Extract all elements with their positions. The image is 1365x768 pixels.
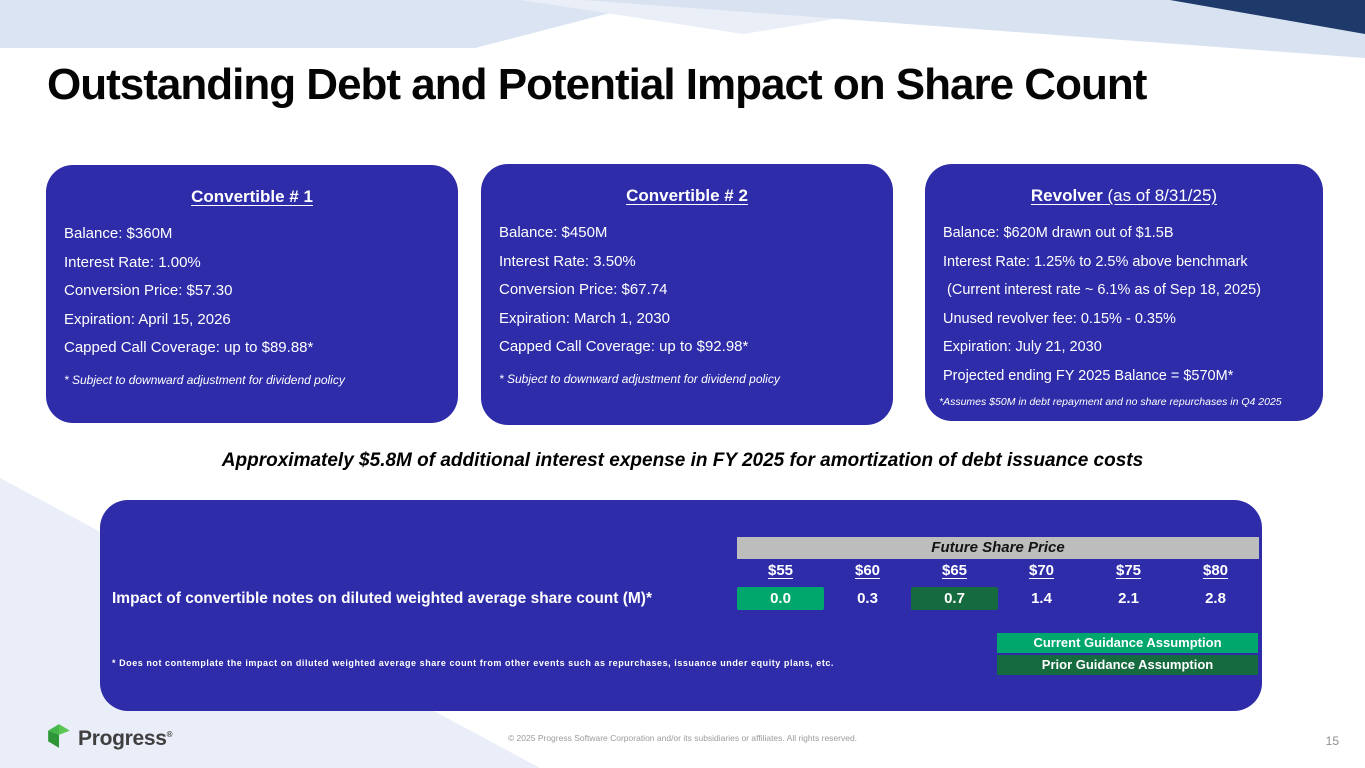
convertible-1-footnote: * Subject to downward adjustment for div…: [64, 372, 345, 387]
copyright-text: © 2025 Progress Software Corporation and…: [507, 733, 858, 743]
share-price-column-headers: $55 $60 $65 $70 $75 $80: [737, 562, 1259, 579]
impact-value-cell: 0.3: [857, 590, 878, 607]
impact-row-label: Impact of convertible notes on diluted w…: [112, 590, 653, 607]
detail-line: Interest Rate: 1.25% to 2.5% above bench…: [943, 253, 1248, 270]
column-header-80: $80: [1202, 562, 1229, 579]
detail-line: Capped Call Coverage: up to $92.98*: [499, 338, 749, 355]
share-impact-panel: Future Share Price $55 $60 $65 $70 $75 $…: [100, 500, 1262, 711]
impact-value-cell: 1.4: [1031, 590, 1052, 607]
convertible-2-footnote: * Subject to downward adjustment for div…: [499, 371, 780, 386]
card-title-text: Convertible # 1: [191, 187, 313, 206]
progress-logo-text: Progress®: [78, 726, 173, 750]
impact-value-cell: 2.1: [1118, 590, 1139, 607]
revolver-details: Balance: $620M drawn out of $1.5B Intere…: [925, 219, 1323, 390]
detail-line: Projected ending FY 2025 Balance = $570M…: [943, 367, 1234, 384]
detail-line: Conversion Price: $67.74: [499, 281, 668, 298]
progress-logo-icon: [46, 723, 72, 754]
impact-value-cell: 2.8: [1205, 590, 1226, 607]
column-header-70: $70: [1028, 562, 1055, 579]
column-header-65: $65: [941, 562, 968, 579]
detail-line: Unused revolver fee: 0.15% - 0.35%: [943, 310, 1176, 327]
convertible-2-title: Convertible # 2: [481, 186, 893, 206]
detail-line: Expiration: July 21, 2030: [943, 339, 1102, 355]
revolver-footnote: *Assumes $50M in debt repayment and no s…: [939, 396, 1282, 408]
registered-mark: ®: [166, 729, 173, 739]
revolver-title: Revolver (as of 8/31/25): [925, 186, 1323, 206]
detail-line: Balance: $360M: [64, 225, 173, 242]
card-title-suffix: (as of 8/31/25): [1102, 186, 1218, 205]
detail-line: Balance: $620M drawn out of $1.5B: [943, 225, 1174, 241]
revolver-card: Revolver (as of 8/31/25) Balance: $620M …: [925, 164, 1323, 421]
detail-line: Expiration: March 1, 2030: [499, 309, 670, 327]
card-title-text: Revolver: [1030, 186, 1103, 205]
impact-value-cell-current: 0.0: [737, 587, 824, 610]
detail-line: Conversion Price: $57.30: [64, 282, 233, 299]
convertible-1-title: Convertible # 1: [46, 187, 458, 207]
future-share-price-header: Future Share Price: [737, 537, 1259, 559]
card-title-text: Convertible # 2: [626, 186, 748, 205]
convertible-1-details: Balance: $360M Interest Rate: 1.00% Conv…: [46, 220, 458, 363]
detail-line: (Current interest rate ~ 6.1% as of Sep …: [943, 282, 1261, 298]
detail-line: Balance: $450M: [499, 224, 608, 241]
column-header-55: $55: [767, 562, 794, 579]
detail-line: Interest Rate: 1.00%: [64, 253, 201, 271]
detail-line: Interest Rate: 3.50%: [499, 252, 636, 270]
impact-value-cell-prior: 0.7: [911, 587, 998, 610]
guidance-legend: Current Guidance Assumption Prior Guidan…: [997, 633, 1258, 675]
convertible-2-details: Balance: $450M Interest Rate: 3.50% Conv…: [481, 219, 893, 362]
detail-line: Capped Call Coverage: up to $89.88*: [64, 339, 314, 356]
convertible-2-card: Convertible # 2 Balance: $450M Interest …: [481, 164, 893, 425]
progress-logo: Progress®: [46, 723, 173, 754]
column-header-75: $75: [1115, 562, 1142, 579]
table-footnote: * Does not contemplate the impact on dil…: [112, 658, 834, 668]
impact-values-row: 0.0 0.3 0.7 1.4 2.1 2.8: [737, 587, 1259, 610]
legend-current-guidance: Current Guidance Assumption: [997, 633, 1258, 653]
slide-title: Outstanding Debt and Potential Impact on…: [47, 60, 1147, 109]
column-header-60: $60: [854, 562, 881, 579]
legend-prior-guidance: Prior Guidance Assumption: [997, 655, 1258, 675]
convertible-1-card: Convertible # 1 Balance: $360M Interest …: [46, 165, 458, 423]
detail-line: Expiration: April 15, 2026: [64, 310, 231, 328]
page-number: 15: [1325, 734, 1339, 748]
interest-expense-callout: Approximately $5.8M of additional intere…: [221, 450, 1144, 471]
